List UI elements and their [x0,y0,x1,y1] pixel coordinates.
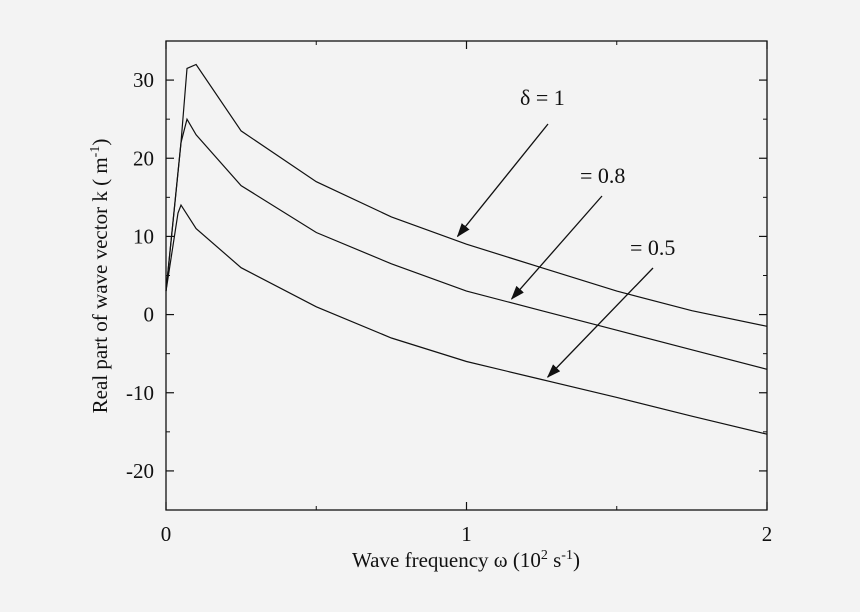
annotation-label-0: δ = 1 [520,85,565,110]
y-tick-label: 10 [133,224,154,248]
y-tick-label: 0 [144,303,155,327]
y-tick-label: -10 [126,381,154,405]
x-axis-label: Wave frequency ω (102 s-1) [352,548,580,572]
annotation-arrow-1 [510,195,603,300]
series-line-0 [165,63,768,327]
x-tick-label: 2 [762,522,773,546]
x-tick-label: 1 [461,522,472,546]
y-tick-label: 20 [133,146,154,170]
y-axis-label: Real part of wave vector k ( m-1) [88,139,112,414]
annotation-arrow-0 [456,123,549,238]
y-tick-label: 30 [133,68,154,92]
y-tick-label: -20 [126,459,154,483]
annotation-label-2: = 0.5 [630,235,675,260]
annotation-arrow-2 [546,267,654,378]
annotation-label-1: = 0.8 [580,163,625,188]
series-line-1 [165,117,768,370]
x-tick-label: 0 [161,522,172,546]
series-line-2 [165,203,768,435]
